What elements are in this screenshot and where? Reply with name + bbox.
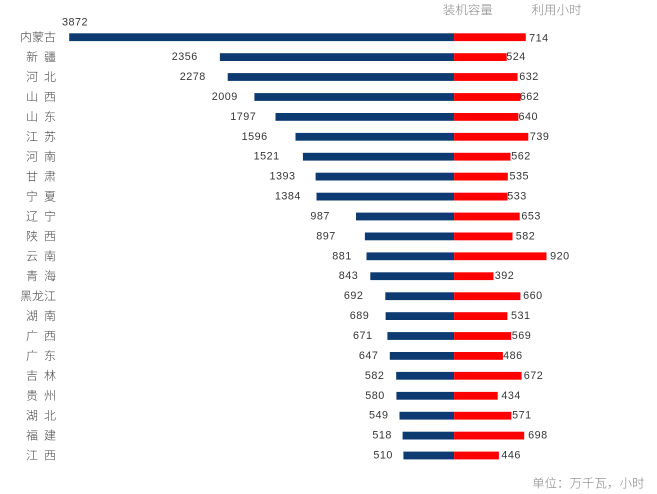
svg-text:692: 692 — [344, 290, 364, 302]
svg-text:434: 434 — [501, 390, 521, 402]
svg-text:843: 843 — [339, 270, 359, 282]
svg-text:660: 660 — [523, 290, 543, 302]
svg-text:897: 897 — [316, 230, 336, 242]
svg-text:571: 571 — [512, 410, 532, 422]
svg-text:739: 739 — [530, 131, 550, 143]
svg-text:662: 662 — [520, 91, 540, 103]
svg-text:689: 689 — [350, 310, 370, 322]
svg-text:3872: 3872 — [62, 17, 88, 29]
svg-text:2278: 2278 — [180, 71, 206, 83]
svg-text:446: 446 — [501, 450, 521, 462]
svg-text:562: 562 — [511, 151, 531, 163]
svg-text:920: 920 — [550, 250, 570, 262]
svg-text:2009: 2009 — [212, 91, 238, 103]
svg-text:486: 486 — [503, 350, 523, 362]
svg-text:671: 671 — [353, 330, 373, 342]
svg-text:533: 533 — [507, 191, 527, 203]
svg-text:549: 549 — [369, 410, 389, 422]
svg-text:1596: 1596 — [242, 131, 268, 143]
svg-text:2356: 2356 — [172, 51, 198, 63]
svg-text:714: 714 — [529, 33, 549, 45]
svg-text:582: 582 — [516, 230, 536, 242]
svg-text:653: 653 — [521, 211, 541, 223]
svg-text:640: 640 — [519, 111, 539, 123]
svg-text:987: 987 — [310, 211, 330, 223]
svg-text:632: 632 — [519, 71, 539, 83]
svg-text:1393: 1393 — [270, 171, 296, 183]
svg-text:582: 582 — [365, 370, 385, 382]
svg-text:531: 531 — [511, 310, 531, 322]
svg-text:1797: 1797 — [230, 111, 256, 123]
svg-text:518: 518 — [372, 430, 392, 442]
svg-text:392: 392 — [495, 270, 515, 282]
svg-text:672: 672 — [524, 370, 544, 382]
svg-text:698: 698 — [528, 430, 548, 442]
svg-text:580: 580 — [365, 390, 385, 402]
svg-text:535: 535 — [510, 171, 530, 183]
svg-text:510: 510 — [373, 450, 393, 462]
svg-text:569: 569 — [512, 330, 532, 342]
svg-text:647: 647 — [359, 350, 379, 362]
svg-text:881: 881 — [332, 250, 352, 262]
svg-text:1384: 1384 — [275, 191, 301, 203]
svg-text:524: 524 — [506, 51, 526, 63]
svg-text:1521: 1521 — [254, 151, 280, 163]
